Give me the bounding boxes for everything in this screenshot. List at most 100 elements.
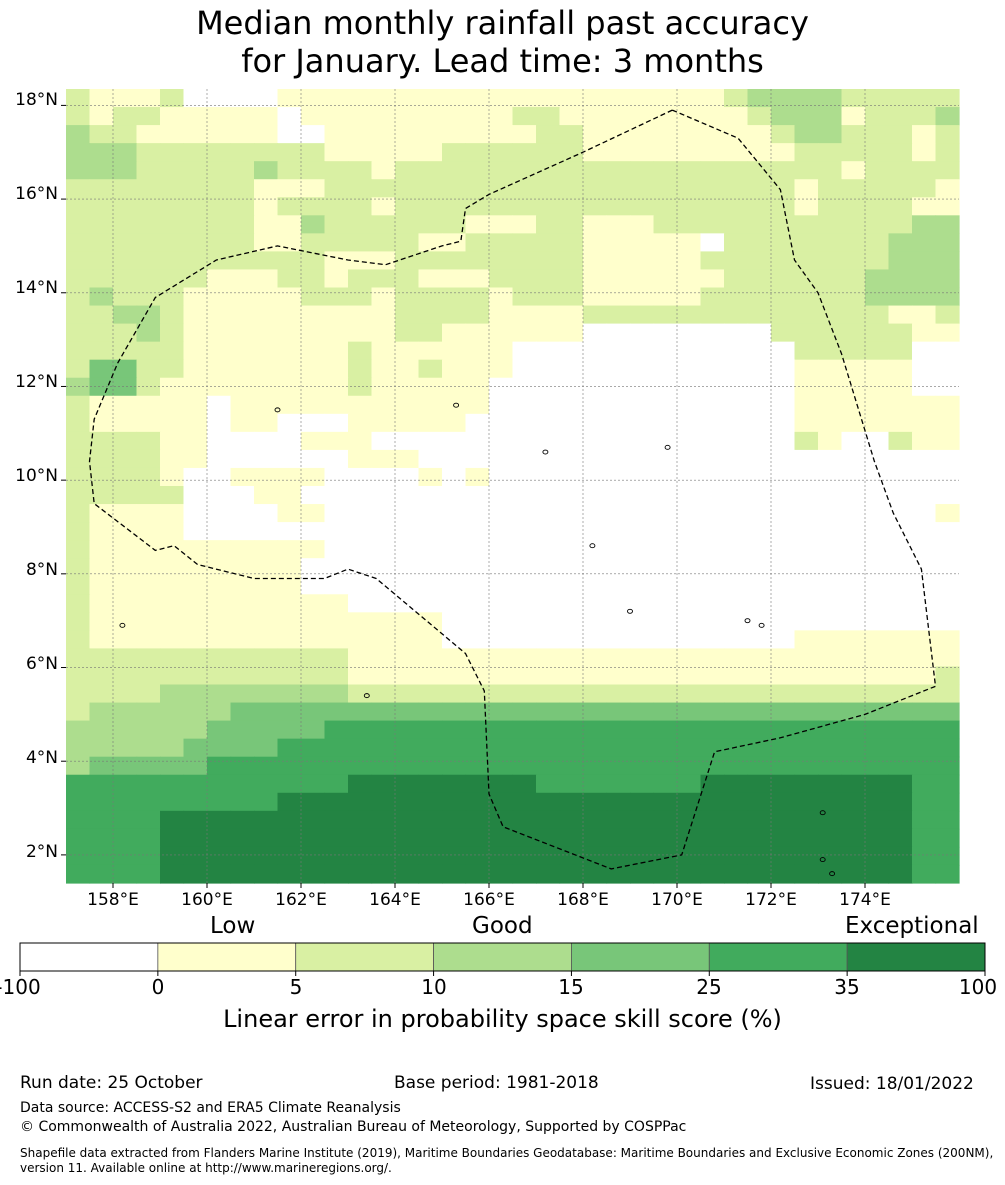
- grid-cell: [465, 792, 490, 812]
- grid-cell: [277, 702, 302, 722]
- grid-cell: [606, 774, 631, 794]
- grid-cell: [935, 89, 960, 108]
- grid-cell: [207, 107, 232, 126]
- grid-cell: [677, 467, 702, 487]
- island-outline: [819, 810, 826, 816]
- grid-cell: [442, 738, 467, 758]
- grid-cell: [230, 540, 255, 559]
- grid-cell: [512, 666, 537, 686]
- grid-cell: [301, 431, 326, 451]
- grid-cell: [136, 648, 161, 668]
- grid-cell: [160, 449, 185, 469]
- grid-cell: [160, 630, 185, 650]
- grid-cell: [489, 89, 514, 108]
- grid-cell: [418, 630, 443, 650]
- grid-cell: [677, 810, 702, 830]
- grid-cell: [301, 467, 326, 487]
- lon-label-172e: 172°E: [745, 890, 797, 910]
- grid-cell: [324, 197, 349, 216]
- grid-cell: [66, 756, 91, 776]
- grid-cell: [888, 666, 913, 686]
- grid-cell: [747, 341, 772, 361]
- grid-cell: [136, 702, 161, 722]
- grid-cell: [489, 864, 514, 884]
- grid-cell: [113, 792, 138, 812]
- grid-cell: [277, 413, 302, 433]
- grid-cell: [865, 630, 890, 650]
- grid-cell: [606, 666, 631, 686]
- grid-cell: [630, 720, 655, 740]
- grid-cell: [418, 377, 443, 397]
- grid-cell: [324, 341, 349, 361]
- grid-cell: [536, 828, 561, 848]
- grid-cell: [700, 359, 725, 379]
- grid-cell: [230, 720, 255, 740]
- grid-cell: [489, 305, 514, 325]
- grid-cell: [465, 702, 490, 722]
- grid-cell: [935, 594, 960, 613]
- grid-cell: [254, 269, 279, 289]
- grid-cell: [442, 269, 467, 289]
- grid-cell: [66, 395, 91, 415]
- grid-cell: [183, 395, 208, 415]
- grid-cell: [606, 179, 631, 198]
- grid-cell: [113, 413, 138, 433]
- grid-cell: [512, 738, 537, 758]
- grid-cell: [66, 323, 91, 343]
- grid-cell: [183, 179, 208, 198]
- grid-cell: [89, 774, 114, 794]
- grid-cell: [254, 305, 279, 325]
- grid-cell: [254, 810, 279, 830]
- grid-cell: [207, 558, 232, 577]
- grid-cell: [724, 504, 749, 523]
- grid-cell: [724, 576, 749, 595]
- grid-cell: [489, 197, 514, 216]
- grid-cell: [348, 792, 373, 812]
- grid-cell: [489, 720, 514, 740]
- grid-cell: [136, 377, 161, 397]
- grid-cell: [113, 540, 138, 559]
- grid-cell: [700, 792, 725, 812]
- grid-cell: [630, 594, 655, 613]
- grid-cell: [371, 269, 396, 289]
- grid-cell: [677, 594, 702, 613]
- lat-label-14n: 14°N: [15, 278, 58, 298]
- colorbar-tick-0: 0: [151, 975, 165, 999]
- grid-cell: [724, 666, 749, 686]
- grid-cell: [841, 594, 866, 613]
- grid-cell: [160, 161, 185, 180]
- grid-cell: [606, 215, 631, 234]
- grid-cell: [160, 323, 185, 343]
- grid-cell: [559, 287, 584, 307]
- grid-cell: [865, 612, 890, 631]
- grid-cell: [301, 864, 326, 884]
- grid-cell: [583, 89, 608, 108]
- grid-cell: [371, 684, 396, 704]
- grid-cell: [724, 738, 749, 758]
- grid-cell: [865, 576, 890, 595]
- grid-cell: [559, 431, 584, 451]
- grid-cell: [606, 630, 631, 650]
- grid-cell: [747, 720, 772, 740]
- grid-cell: [442, 431, 467, 451]
- grid-cell: [677, 359, 702, 379]
- grid-cell: [935, 774, 960, 794]
- grid-cell: [66, 341, 91, 361]
- grid-cell: [818, 630, 843, 650]
- grid-cell: [418, 486, 443, 505]
- grid-cell: [512, 828, 537, 848]
- grid-cell: [371, 215, 396, 234]
- grid-cell: [160, 341, 185, 361]
- grid-cell: [512, 630, 537, 650]
- grid-cell: [183, 792, 208, 812]
- grid-cell: [841, 359, 866, 379]
- grid-cell: [583, 540, 608, 559]
- grid-cell: [606, 540, 631, 559]
- grid-cell: [324, 738, 349, 758]
- grid-cell: [536, 323, 561, 343]
- grid-cell: [160, 89, 185, 108]
- grid-cell: [935, 197, 960, 216]
- grid-cell: [371, 558, 396, 577]
- grid-cell: [747, 233, 772, 253]
- grid-cell: [747, 269, 772, 289]
